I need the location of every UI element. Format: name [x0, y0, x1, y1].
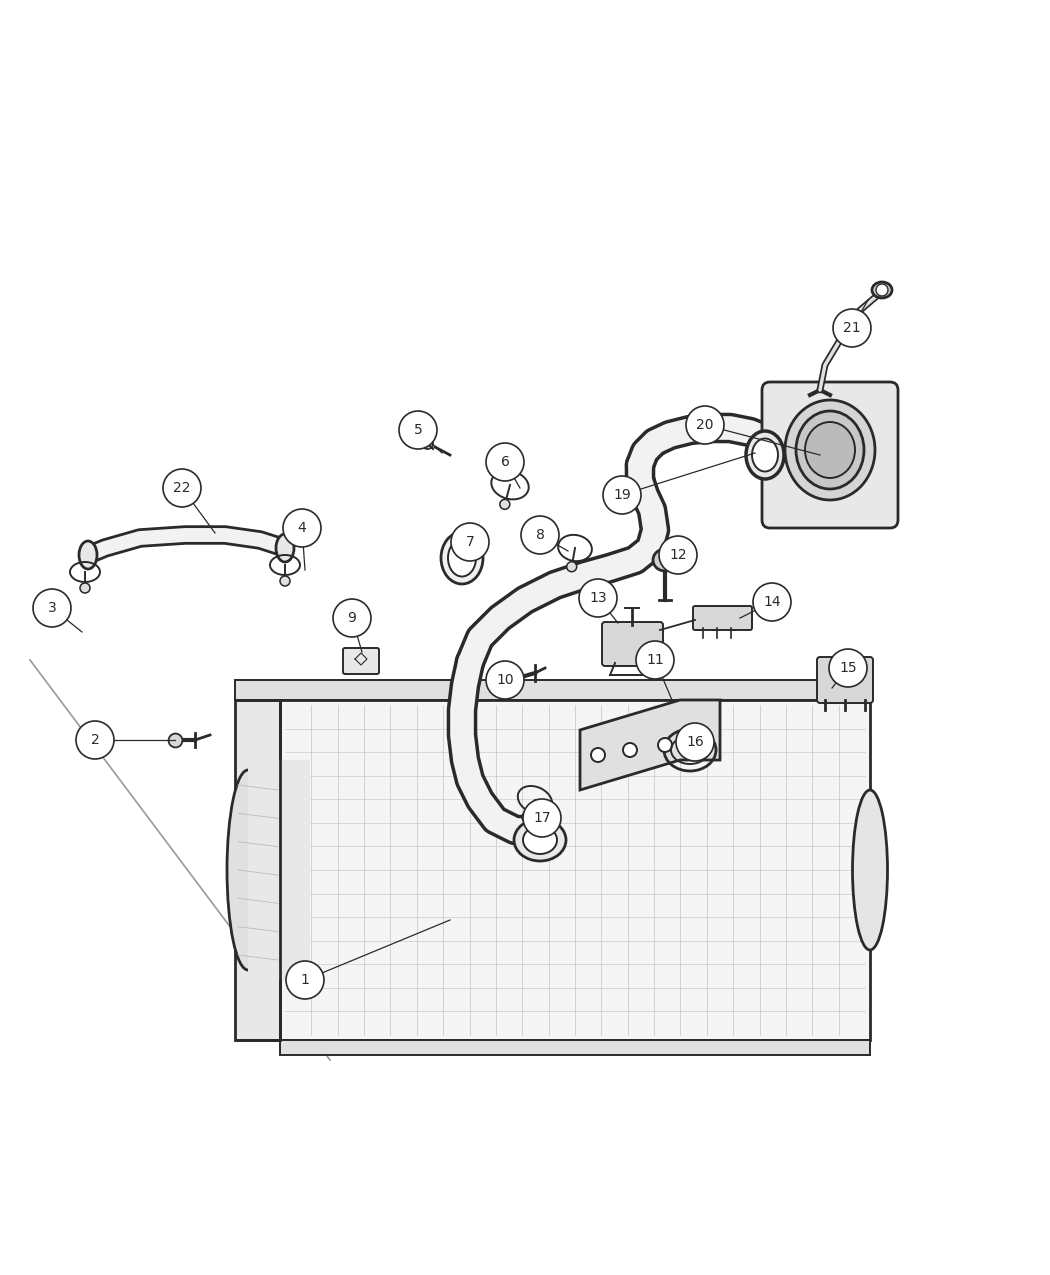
Text: 9: 9: [348, 611, 356, 625]
Text: 15: 15: [839, 660, 857, 674]
Circle shape: [500, 500, 510, 509]
Circle shape: [579, 579, 617, 617]
Circle shape: [686, 405, 724, 444]
Polygon shape: [280, 700, 870, 1040]
Ellipse shape: [514, 819, 566, 861]
Ellipse shape: [448, 539, 476, 576]
Ellipse shape: [752, 439, 778, 472]
Circle shape: [623, 743, 637, 757]
Text: 1: 1: [300, 973, 310, 987]
FancyBboxPatch shape: [817, 657, 873, 703]
Polygon shape: [248, 760, 310, 980]
Circle shape: [399, 411, 437, 449]
Text: 22: 22: [173, 481, 191, 495]
Ellipse shape: [805, 422, 855, 478]
Circle shape: [333, 599, 371, 638]
Polygon shape: [235, 680, 870, 700]
Circle shape: [753, 583, 791, 621]
Circle shape: [80, 583, 90, 593]
Circle shape: [523, 799, 561, 836]
Circle shape: [567, 562, 576, 571]
Circle shape: [833, 309, 872, 347]
Ellipse shape: [796, 411, 864, 490]
Circle shape: [163, 469, 201, 507]
Circle shape: [521, 516, 559, 555]
Circle shape: [676, 723, 714, 761]
Ellipse shape: [746, 431, 784, 479]
Ellipse shape: [276, 534, 294, 562]
Circle shape: [486, 660, 524, 699]
Text: 3: 3: [47, 601, 57, 615]
Circle shape: [603, 476, 640, 514]
Polygon shape: [235, 700, 280, 1040]
Circle shape: [636, 641, 674, 680]
Ellipse shape: [79, 541, 97, 569]
Text: 16: 16: [686, 734, 704, 748]
Circle shape: [76, 720, 114, 759]
Text: 10: 10: [497, 673, 513, 687]
FancyBboxPatch shape: [343, 648, 379, 674]
Circle shape: [658, 738, 672, 752]
Text: 13: 13: [589, 592, 607, 606]
Circle shape: [280, 576, 290, 587]
Text: 17: 17: [533, 811, 551, 825]
Text: 11: 11: [646, 653, 664, 667]
Ellipse shape: [872, 282, 892, 298]
Text: 7: 7: [465, 536, 475, 550]
Circle shape: [591, 748, 605, 762]
Circle shape: [486, 442, 524, 481]
Ellipse shape: [785, 400, 875, 500]
Ellipse shape: [441, 532, 483, 584]
Ellipse shape: [227, 770, 269, 970]
Circle shape: [830, 649, 867, 687]
Circle shape: [659, 536, 697, 574]
Text: 5: 5: [414, 423, 422, 437]
Text: 4: 4: [297, 521, 307, 536]
Ellipse shape: [853, 790, 887, 950]
Text: 8: 8: [536, 528, 545, 542]
FancyBboxPatch shape: [602, 622, 663, 666]
Text: 6: 6: [501, 455, 509, 469]
Ellipse shape: [653, 550, 677, 571]
Circle shape: [522, 812, 532, 822]
Text: 2: 2: [90, 733, 100, 747]
Circle shape: [876, 284, 888, 296]
Text: 20: 20: [696, 418, 714, 432]
Circle shape: [286, 961, 324, 1000]
Ellipse shape: [523, 826, 556, 854]
Circle shape: [452, 523, 489, 561]
Circle shape: [33, 589, 71, 627]
Text: 12: 12: [669, 548, 687, 562]
Text: 14: 14: [763, 595, 781, 609]
FancyBboxPatch shape: [693, 606, 752, 630]
Text: 21: 21: [843, 321, 861, 335]
Polygon shape: [580, 700, 720, 790]
Circle shape: [284, 509, 321, 547]
Text: 19: 19: [613, 488, 631, 502]
FancyBboxPatch shape: [762, 382, 898, 528]
Polygon shape: [280, 1040, 870, 1054]
